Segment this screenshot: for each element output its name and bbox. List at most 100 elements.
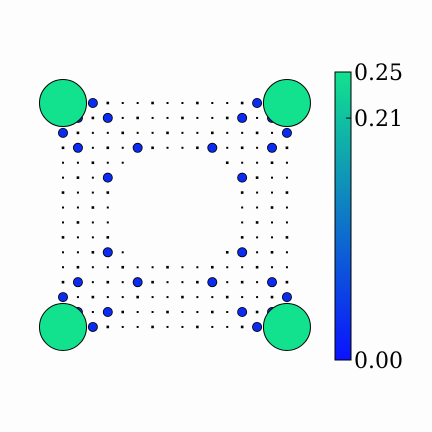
corner-hub-point <box>262 302 311 351</box>
lattice-point <box>76 191 79 194</box>
lattice-point <box>256 281 259 284</box>
lattice-point <box>270 295 274 299</box>
lattice-point <box>181 311 184 314</box>
lattice-point <box>196 280 199 284</box>
lattice-point <box>271 176 274 179</box>
ring-site-point <box>267 142 278 153</box>
lattice-point <box>61 236 65 239</box>
ring-site-point <box>72 142 83 153</box>
lattice-point <box>256 116 259 119</box>
lattice-point <box>76 206 79 209</box>
lattice-point <box>196 325 199 329</box>
lattice-point <box>136 131 139 134</box>
lattice-point <box>211 296 214 299</box>
lattice-point <box>106 101 110 105</box>
ring-site-point <box>132 277 143 288</box>
lattice-point <box>270 251 274 254</box>
lattice-point <box>106 131 109 134</box>
lattice-point <box>121 325 124 328</box>
lattice-point <box>61 191 65 194</box>
lattice-point <box>91 116 95 120</box>
lattice-point <box>285 221 288 224</box>
lattice-point <box>211 116 214 119</box>
lattice-point <box>151 131 154 134</box>
lattice-point <box>106 206 109 209</box>
lattice-point <box>226 325 229 328</box>
ring-site-point <box>281 127 292 138</box>
lattice-point <box>106 161 109 164</box>
lattice-point <box>166 146 169 149</box>
lattice-point <box>181 266 184 269</box>
lattice-point <box>240 236 244 239</box>
ring-site-point <box>102 307 113 318</box>
lattice-point <box>76 131 80 135</box>
lattice-point <box>226 311 229 314</box>
lattice-point <box>241 221 244 224</box>
lattice-point <box>241 296 244 299</box>
lattice-point <box>241 266 244 269</box>
ring-site-point <box>237 247 248 258</box>
lattice-point <box>62 206 64 209</box>
lattice-point <box>62 176 64 179</box>
ring-site-point <box>102 247 113 258</box>
lattice-point <box>151 266 154 269</box>
lattice-point <box>121 146 124 149</box>
lattice-point <box>91 295 95 299</box>
lattice-point <box>211 325 214 328</box>
lattice-point <box>285 146 289 150</box>
colorbar-tick-label: 0.00 <box>354 349 403 374</box>
ring-site-point <box>207 277 218 288</box>
lattice-point <box>285 251 288 254</box>
ring-site-point <box>237 112 248 123</box>
lattice-point <box>256 251 259 254</box>
lattice-point <box>270 206 274 209</box>
lattice-point <box>271 191 274 194</box>
lattice-point <box>121 131 125 135</box>
lattice-point <box>166 325 169 328</box>
lattice-point <box>241 206 244 209</box>
lattice-point <box>76 251 79 254</box>
lattice-point <box>91 251 95 254</box>
lattice-point <box>196 266 199 269</box>
lattice-point <box>91 161 95 165</box>
lattice-point <box>151 280 154 284</box>
lattice-point <box>196 311 199 314</box>
lattice-point <box>226 131 229 134</box>
ring-site-point <box>207 142 218 153</box>
lattice-point <box>285 236 289 239</box>
lattice-point <box>61 146 65 150</box>
ring-site-point <box>132 142 143 153</box>
lattice-point <box>166 131 169 135</box>
lattice-point <box>181 281 184 284</box>
lattice-point <box>240 280 244 284</box>
lattice-point <box>91 236 94 239</box>
lattice-point <box>256 146 259 149</box>
lattice-point <box>241 131 244 134</box>
lattice-point <box>166 296 169 299</box>
lattice-point <box>106 280 110 284</box>
lattice-point <box>271 221 274 224</box>
lattice-point <box>106 296 109 299</box>
lattice-point <box>106 236 110 239</box>
lattice-point <box>166 310 169 314</box>
lattice-point <box>240 146 244 150</box>
lattice-point <box>196 146 199 150</box>
lattice-point <box>151 146 154 150</box>
lattice-point <box>181 131 184 134</box>
lattice-point <box>270 161 274 165</box>
lattice-point <box>151 311 154 314</box>
lattice-point <box>76 221 80 224</box>
colorbar-tick-label: 0.21 <box>354 107 403 132</box>
lattice-point <box>91 311 94 314</box>
lattice-point <box>255 176 259 179</box>
lattice-point <box>166 265 169 269</box>
lattice-point <box>211 131 214 135</box>
colorbar-ticks: 0.00 0.21 0.25 <box>346 61 403 374</box>
lattice-point <box>121 296 124 299</box>
lattice-point <box>106 266 109 269</box>
lattice-point <box>91 131 94 134</box>
lattice-point <box>136 116 139 120</box>
lattice-point <box>196 116 199 119</box>
lattice-point <box>271 131 274 134</box>
lattice-point <box>91 146 94 149</box>
